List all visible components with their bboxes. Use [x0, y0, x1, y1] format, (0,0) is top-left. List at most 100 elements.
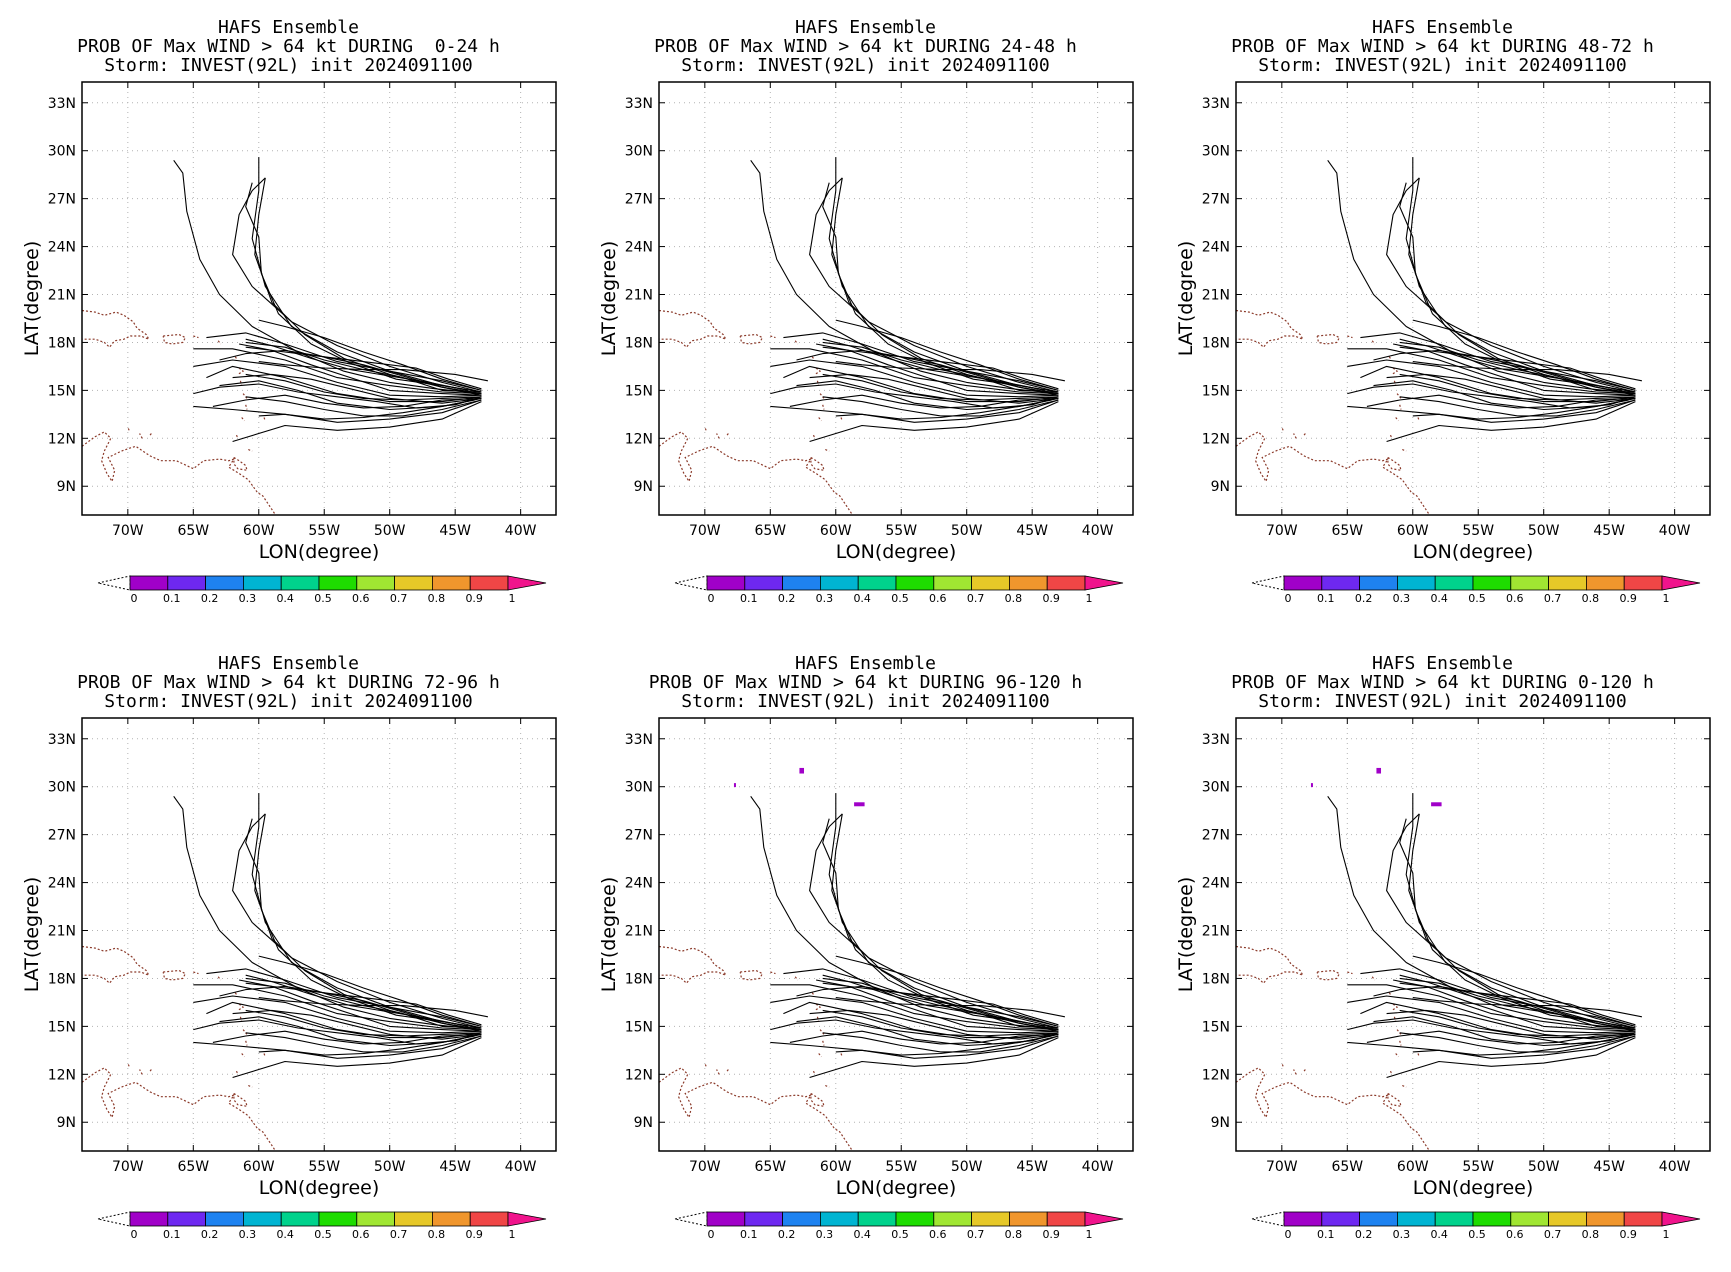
ensemble-track: [232, 373, 482, 404]
ensemble-track: [809, 1009, 1059, 1040]
ensemble-track: [193, 359, 482, 398]
colorbar-segment: [1359, 1211, 1398, 1227]
x-tick-label: 55W: [308, 1159, 340, 1175]
colorbar-segment: [1046, 1211, 1086, 1227]
x-tick-label: 65W: [177, 1159, 209, 1175]
y-tick-label: 9N: [57, 1115, 76, 1131]
ensemble-track: [245, 346, 482, 390]
x-tick-label: 55W: [885, 1159, 917, 1175]
colorbar-segment: [744, 1211, 784, 1227]
x-tick-label: 40W: [505, 1159, 537, 1175]
ensemble-tracks: [1327, 793, 1643, 1079]
y-tick-label: 30N: [1202, 144, 1230, 160]
map-frame: [658, 81, 1134, 516]
colorbar-tick-label: 0.1: [163, 1228, 181, 1241]
coastline: [1395, 417, 1399, 422]
colorbar-segment: [394, 1211, 433, 1227]
ensemble-track: [1373, 349, 1636, 396]
y-tick-label: 9N: [1211, 1115, 1230, 1131]
colorbar-segment: [1321, 575, 1361, 591]
coastline: [822, 1040, 825, 1046]
colorbar-segment: [1585, 1211, 1625, 1227]
y-tick-label: 15N: [625, 1019, 653, 1035]
colorbar-tick-label: 0.2: [778, 1228, 796, 1241]
colorbar-tick-label: 0.6: [352, 592, 370, 605]
coastline: [1387, 1092, 1402, 1108]
y-tick-label: 27N: [1202, 828, 1230, 844]
ensemble-track: [258, 361, 489, 382]
colorbar-segment: [782, 575, 821, 591]
colorbar-segment: [1585, 575, 1625, 591]
coastline: [1347, 971, 1353, 975]
ensemble-track: [1347, 1035, 1636, 1059]
ensemble-track: [822, 982, 1059, 1026]
ensemble-track: [789, 394, 1059, 409]
coastline: [263, 417, 266, 421]
x-tick-label: 65W: [754, 1159, 786, 1175]
colorbar-tick-label: 0.8: [428, 592, 446, 605]
colorbar-segment: [431, 1211, 471, 1227]
graticule: [1236, 82, 1710, 515]
ensemble-track: [822, 1032, 1059, 1053]
coastline: [237, 1003, 245, 1011]
ensemble-track: [212, 1030, 482, 1045]
colorbar-segment: [1510, 575, 1549, 591]
x-tick-label: 45W: [1016, 1159, 1048, 1175]
x-tick-label: 70W: [1266, 1159, 1298, 1175]
y-tick-label: 33N: [1202, 732, 1230, 748]
colorbar-tick-label: 0.5: [891, 592, 909, 605]
variable-title: PROB OF Max WIND > 64 kt DURING 0-24 h: [77, 36, 500, 57]
colorbar-tick-label: 1: [509, 592, 516, 605]
map-panel-0-120h: HAFS Ensemble PROB OF Max WIND > 64 kt D…: [1154, 636, 1731, 1272]
colorbar-tick-label: 0.9: [465, 592, 483, 605]
coastline: [127, 1062, 130, 1067]
y-tick-label: 9N: [1211, 479, 1230, 495]
colorbar-tick-label: 0.8: [428, 1228, 446, 1241]
model-title: HAFS Ensemble: [1372, 17, 1513, 38]
colorbar-segment: [1359, 575, 1398, 591]
coastline: [263, 1053, 266, 1057]
storm-title: Storm: INVEST(92L) init 2024091100: [1258, 691, 1627, 712]
ensemble-track: [1412, 1035, 1629, 1056]
colorbar-over-arrow: [1661, 575, 1701, 591]
colorbar-under-arrow: [1251, 1211, 1285, 1227]
ensemble-track: [1366, 394, 1636, 409]
ensemble-track: [1399, 373, 1636, 401]
model-title: HAFS Ensemble: [218, 653, 359, 674]
ensemble-track: [219, 349, 482, 396]
map-plot: 70W 65W 60W 55W 50W 45W 40W 9N 12N 15N 18N 21N 24N 27…: [1175, 81, 1711, 605]
map-plot: 70W 65W 60W 55W 50W 45W 40W 9N 12N 15N 18N 21N 24N 27…: [1175, 717, 1711, 1241]
colorbar-tick-label: 0.2: [778, 592, 796, 605]
ensemble-track: [1399, 338, 1623, 391]
ensemble-track: [193, 399, 482, 423]
x-axis-label: LON(degree): [259, 541, 380, 563]
map-panel-0-24h: HAFS Ensemble PROB OF Max WIND > 64 kt D…: [0, 0, 577, 636]
colorbar-tick-label: 0.4: [1430, 1228, 1448, 1241]
ensemble-track: [1399, 1032, 1636, 1053]
coastline: [245, 404, 248, 410]
colorbar-over-arrow: [507, 1211, 547, 1227]
coastline: [233, 1092, 248, 1108]
coastline: [770, 335, 776, 339]
x-tick-label: 50W: [374, 1159, 406, 1175]
storm-title: Storm: INVEST(92L) init 2024091100: [681, 691, 1050, 712]
ensemble-track: [809, 813, 1059, 1029]
colorbar-tick-label: 0.6: [929, 1228, 947, 1241]
ensemble-track: [258, 1035, 475, 1056]
x-tick-label: 65W: [1331, 1159, 1363, 1175]
y-tick-label: 24N: [1202, 876, 1230, 892]
coastline: [1393, 380, 1397, 386]
colorbar-tick-label: 1: [1663, 1228, 1670, 1241]
coastline: [241, 1053, 245, 1058]
map-content: [82, 157, 489, 514]
colorbar-segment: [971, 575, 1010, 591]
colorbar-tick-label: 0.8: [1005, 592, 1023, 605]
coastline-layer: [659, 945, 853, 1150]
coastline: [1316, 333, 1341, 345]
colorbar: 0 0.1 0.2 0.3 0.4 0.5 0.6 0.7 0.8 0.9 1: [674, 575, 1124, 605]
coastline: [704, 1062, 707, 1067]
y-tick-label: 24N: [625, 240, 653, 256]
colorbar-tick-label: 0.2: [1355, 1228, 1373, 1241]
coastline: [816, 380, 820, 386]
ensemble-track: [822, 818, 1059, 1029]
